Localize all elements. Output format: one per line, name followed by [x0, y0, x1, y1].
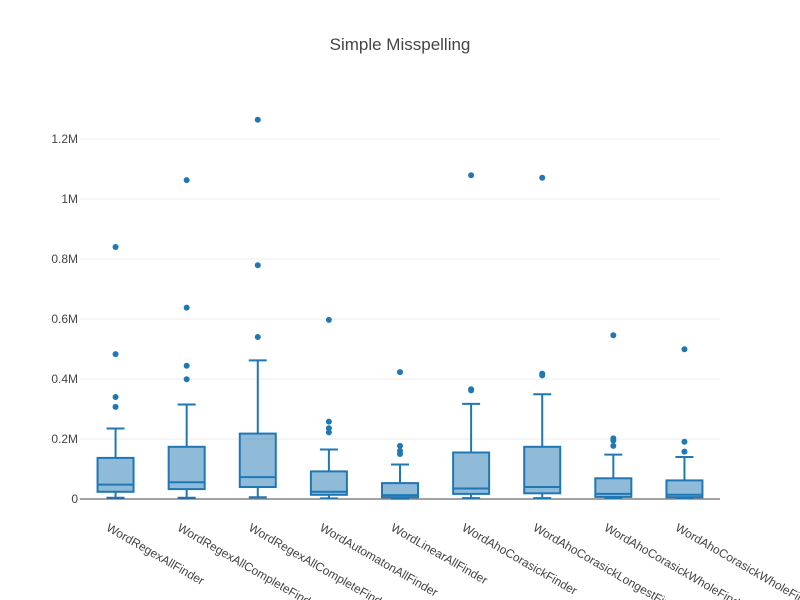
iqr-box: [523, 445, 562, 495]
box-7: [523, 174, 562, 500]
iqr-box: [309, 470, 348, 496]
outlier-point: [183, 304, 190, 311]
y-tick-label: 0.2M: [51, 432, 78, 446]
y-tick-label: 1M: [61, 192, 78, 206]
y-tick-label: 0: [71, 492, 78, 506]
chart-title: Simple Misspelling: [330, 35, 471, 54]
outlier-point: [183, 362, 190, 369]
outlier-point: [325, 418, 332, 425]
outlier-point: [539, 370, 546, 377]
box-8: [594, 332, 633, 500]
y-tick-label: 0.8M: [51, 252, 78, 266]
outlier-point: [254, 116, 261, 123]
x-axis-ticks: WordRegexAllFinderWordRegexAllCompleteFi…: [104, 520, 800, 600]
box-6: [452, 172, 491, 500]
outlier-point: [610, 332, 617, 339]
outlier-point: [183, 376, 190, 383]
box-9: [665, 346, 704, 500]
y-tick-label: 1.2M: [51, 132, 78, 146]
box-5: [381, 369, 419, 500]
outlier-point: [681, 438, 688, 445]
iqr-box: [594, 477, 633, 498]
box-series: [96, 116, 704, 500]
x-tick-label: WordAhoCorasickWholeFinder: [673, 520, 800, 600]
outlier-point: [539, 174, 546, 181]
box-2: [167, 177, 206, 499]
outlier-point: [397, 448, 403, 454]
outlier-point: [681, 346, 688, 353]
outlier-point: [610, 442, 617, 449]
outlier-point: [254, 262, 261, 269]
outlier-point: [468, 386, 475, 393]
outlier-point: [681, 448, 688, 455]
outlier-point: [112, 394, 119, 400]
iqr-box: [96, 456, 135, 493]
outlier-point: [325, 425, 332, 432]
outlier-point: [325, 316, 332, 323]
y-tick-label: 0.6M: [51, 312, 78, 326]
box-4: [309, 316, 348, 500]
outlier-point: [254, 334, 261, 340]
outlier-point: [112, 244, 119, 250]
outlier-point: [397, 369, 403, 376]
outlier-point: [610, 435, 617, 442]
box-1: [96, 244, 135, 499]
y-axis-ticks: 0 0.2M 0.4M 0.6M 0.8M 1M 1.2M: [51, 132, 78, 506]
iqr-box: [665, 479, 704, 499]
iqr-box: [381, 482, 419, 499]
outlier-point: [183, 177, 190, 184]
y-tick-label: 0.4M: [51, 372, 78, 386]
iqr-box: [238, 432, 277, 489]
iqr-box: [452, 451, 491, 495]
outlier-point: [112, 403, 119, 410]
outlier-point: [325, 429, 332, 436]
x-tick-label: WordAhoCorasickFinder: [460, 520, 580, 597]
outlier-point: [468, 172, 475, 179]
outlier-point: [112, 351, 119, 358]
box-3: [238, 116, 277, 499]
outlier-point: [397, 442, 403, 449]
x-tick-label: WordAutomatonAllFinder: [317, 520, 440, 599]
